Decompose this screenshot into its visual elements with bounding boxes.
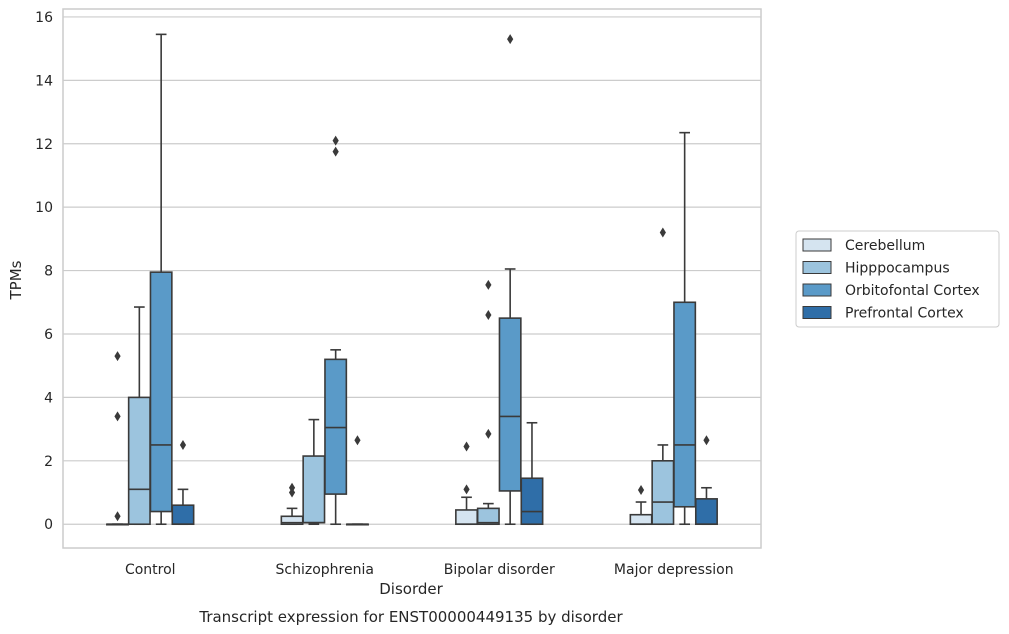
legend-swatch xyxy=(802,306,832,319)
box-hipppocampus-0 xyxy=(127,306,151,526)
x-tick-label: Schizophrenia xyxy=(276,562,374,578)
box-iqr xyxy=(149,271,173,513)
legend: Cerebellum Hipppocampus Orbitofontal Corte… xyxy=(795,230,1000,328)
y-tick-label: 2 xyxy=(44,454,53,470)
legend-label: Orbitofontal Cortex xyxy=(845,283,980,299)
x-tick-label: Major depression xyxy=(614,562,734,578)
box-iqr xyxy=(629,513,653,526)
y-axis-label: TPMs xyxy=(7,260,25,300)
box-orbitofontal-cortex-1 xyxy=(324,135,348,526)
chart-caption: Transcript expression for ENST0000044913… xyxy=(198,608,623,626)
box-hipppocampus-1 xyxy=(302,418,326,526)
box-iqr xyxy=(651,460,675,526)
box-orbitofontal-cortex-0 xyxy=(149,33,173,526)
outlier-point xyxy=(485,309,492,320)
box-iqr xyxy=(455,509,479,526)
y-tick-label: 4 xyxy=(44,390,53,406)
y-tick-label: 0 xyxy=(44,517,53,533)
y-tick-label: 16 xyxy=(35,10,53,26)
box-orbitofontal-cortex-2 xyxy=(498,34,522,526)
y-axis-ticks: 0 2 4 6 8 10 12 14 16 xyxy=(35,10,53,533)
legend-frame xyxy=(795,230,1000,328)
box-iqr xyxy=(302,455,326,524)
outlier-point xyxy=(485,279,492,290)
box-prefrontal-cortex-2 xyxy=(520,421,544,526)
outlier-point xyxy=(354,435,361,446)
box-prefrontal-cortex-1 xyxy=(345,435,369,526)
plot-area-border xyxy=(62,8,762,549)
box-cerebellum-0 xyxy=(106,351,130,526)
box-cerebellum-3 xyxy=(629,484,653,526)
box-iqr xyxy=(520,477,544,526)
x-tick-label: Control xyxy=(125,562,176,578)
box-iqr xyxy=(673,301,697,508)
outlier-point xyxy=(463,441,470,452)
box-iqr xyxy=(694,498,718,526)
x-axis-ticks: Control Schizophrenia Bipolar disorder Majo… xyxy=(125,562,734,578)
y-tick-label: 10 xyxy=(35,200,53,216)
y-tick-label: 12 xyxy=(35,137,53,153)
legend-swatch xyxy=(802,238,832,252)
box-iqr xyxy=(171,504,195,526)
box-orbitofontal-cortex-3 xyxy=(673,131,697,526)
box-iqr xyxy=(127,396,151,526)
x-tick-label: Bipolar disorder xyxy=(444,562,555,578)
box-iqr xyxy=(498,317,522,492)
legend-swatch xyxy=(802,283,832,297)
box-iqr xyxy=(476,507,500,526)
outlier-point xyxy=(179,439,187,450)
y-tick-label: 6 xyxy=(44,327,53,343)
legend-label: Hipppocampus xyxy=(845,261,950,277)
legend-swatch xyxy=(802,261,832,274)
outlier-point xyxy=(637,484,645,495)
box-cerebellum-2 xyxy=(455,441,479,526)
gridlines xyxy=(63,16,761,525)
outlier-point xyxy=(332,135,339,146)
outlier-point xyxy=(463,484,470,495)
outlier-point xyxy=(507,34,514,45)
x-axis-label: Disorder xyxy=(379,580,443,598)
legend-label: Cerebellum xyxy=(845,238,925,254)
legend-label: Prefrontal Cortex xyxy=(845,306,964,322)
y-tick-label: 8 xyxy=(44,264,53,280)
outlier-point xyxy=(485,428,492,439)
boxes xyxy=(106,33,718,526)
box-hipppocampus-3 xyxy=(651,227,675,526)
outlier-point xyxy=(288,482,296,493)
box-cerebellum-1 xyxy=(280,482,304,526)
box-prefrontal-cortex-3 xyxy=(694,435,718,526)
outlier-point xyxy=(114,511,121,522)
outlier-point xyxy=(659,227,666,238)
box-hipppocampus-2 xyxy=(476,279,500,526)
outlier-point xyxy=(114,411,121,422)
outlier-point xyxy=(114,351,121,362)
box-prefrontal-cortex-0 xyxy=(171,439,195,526)
outlier-point xyxy=(332,146,339,157)
outlier-point xyxy=(703,435,710,446)
y-tick-label: 14 xyxy=(35,73,53,89)
